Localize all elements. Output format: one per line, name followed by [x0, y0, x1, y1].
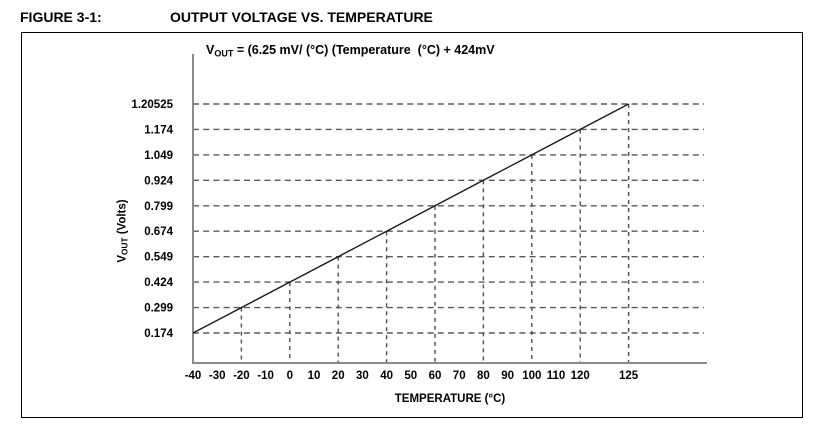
x-tick-label: 125: [619, 370, 639, 382]
x-tick-label: 80: [477, 370, 490, 382]
x-tick-label: 110: [547, 370, 566, 382]
x-tick-label: 0: [287, 370, 293, 382]
y-tick-label: 0.549: [144, 252, 173, 264]
y-tick-label: 0.674: [144, 226, 173, 238]
y-axis-title-units: (Volts): [116, 199, 129, 238]
x-tick-label: 70: [453, 370, 466, 382]
x-tick-label: -10: [257, 370, 274, 382]
line-chart: 0.174 0.299 0.424 0.549 0.674 0.799 0.924 1.049…: [131, 54, 707, 382]
y-axis-title-variable: V: [116, 254, 129, 263]
x-tick-label: 10: [308, 370, 321, 382]
x-tick-label: 100: [522, 370, 541, 382]
y-tick-label: 0.424: [144, 277, 173, 289]
y-tick-label: 0.799: [144, 201, 173, 213]
y-tick-label: 0.174: [144, 328, 173, 340]
x-tick-label: 40: [380, 370, 393, 382]
figure-box: 0.174 0.299 0.424 0.549 0.674 0.799 0.924 1.049…: [21, 32, 803, 418]
x-tick-label: 30: [356, 370, 369, 382]
y-axis-title: VOUT (Volts): [116, 199, 129, 262]
x-axis-title: TEMPERATURE (°C): [394, 393, 506, 405]
y-tick-label: 1.20525: [131, 99, 173, 111]
x-tick-label: 90: [501, 370, 514, 382]
series-line: [192, 103, 629, 334]
equation-variable-subscript: OUT: [214, 48, 234, 59]
x-tick-label: -30: [209, 370, 226, 382]
x-tick-label: 50: [404, 370, 417, 382]
x-tick-label: -40: [185, 370, 202, 382]
y-tick-label: 0.924: [144, 175, 173, 187]
equation-expression: = (6.25 mV/ (°C) (Temperature (°C) + 424…: [233, 43, 495, 57]
y-tick-label: 0.299: [144, 303, 173, 315]
equation-variable: V: [206, 43, 215, 57]
x-tick-label: 60: [429, 370, 442, 382]
chart-equation: VOUT = (6.25 mV/ (°C) (Temperature (°C) …: [206, 43, 495, 58]
figure-header: FIGURE 3-1: OUTPUT VOLTAGE VS. TEMPERATUR…: [20, 9, 433, 25]
y-tick-label: 1.049: [144, 150, 173, 162]
figure-label: FIGURE 3-1:: [20, 9, 102, 25]
y-tick-label: 1.174: [144, 124, 173, 136]
x-tick-label: 120: [571, 370, 590, 382]
y-axis-title-subscript: OUT: [120, 237, 130, 255]
x-tick-label: 20: [332, 370, 345, 382]
figure-title: OUTPUT VOLTAGE VS. TEMPERATURE: [170, 9, 433, 25]
x-tick-label: -20: [233, 370, 250, 382]
